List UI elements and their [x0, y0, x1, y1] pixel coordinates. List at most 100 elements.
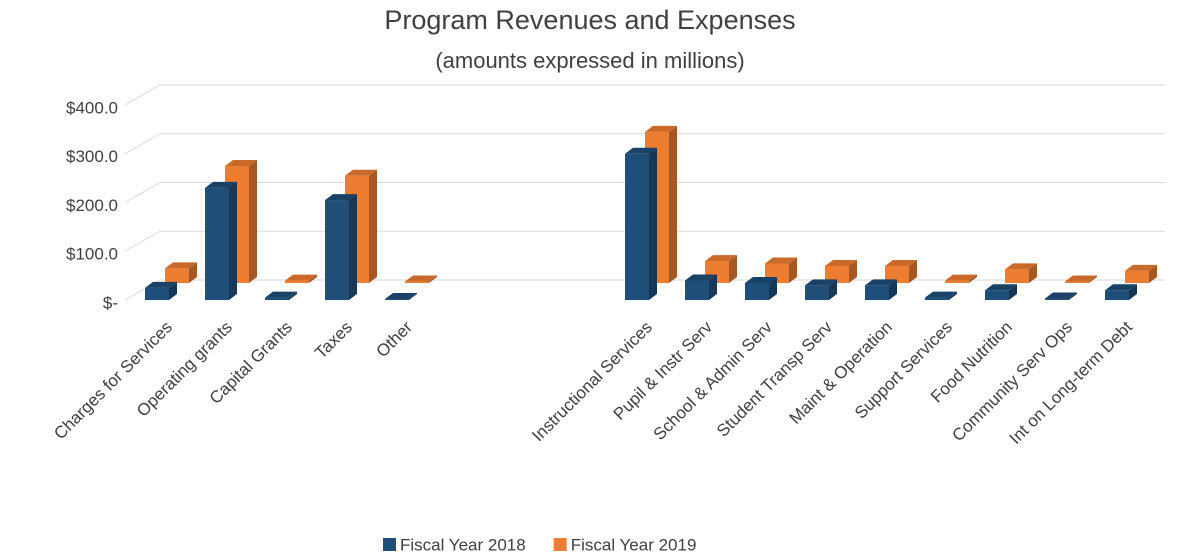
bar — [865, 285, 889, 300]
legend-swatch — [553, 538, 567, 551]
bar — [945, 280, 969, 283]
bar-3d — [945, 274, 977, 283]
bar — [145, 287, 169, 300]
bar-side — [889, 279, 897, 300]
bar-side — [409, 293, 417, 300]
bar — [925, 297, 949, 300]
bar-side — [709, 274, 717, 300]
x-tick-label: Int on Long-term Debt — [1006, 317, 1137, 448]
bar-3d — [265, 291, 297, 300]
bar-side — [909, 259, 917, 283]
bar-top — [685, 274, 717, 281]
bar-side — [1129, 284, 1137, 300]
bar — [285, 280, 309, 283]
bar-3d — [625, 147, 657, 300]
bar-top — [145, 281, 177, 288]
legend-label: Fiscal Year 2018 — [400, 535, 526, 554]
bar — [805, 285, 829, 300]
bar-3d — [285, 274, 317, 283]
bar-3d — [865, 279, 897, 300]
x-tick-label: Taxes — [311, 318, 356, 363]
bar — [205, 187, 229, 300]
bar-3d — [985, 284, 1017, 300]
bar-top — [805, 279, 837, 286]
bar-top — [225, 160, 257, 166]
bar-top — [865, 279, 897, 286]
bar — [825, 265, 849, 283]
x-tick-label: Community Serv Ops — [948, 318, 1076, 446]
bar-side — [189, 262, 197, 283]
bar-top — [945, 274, 977, 281]
bar — [745, 282, 769, 300]
bar-side — [949, 291, 957, 300]
bar-side — [969, 274, 977, 283]
chart-subtitle: (amounts expressed in millions) — [435, 48, 744, 73]
x-tick-label: Student Transp Serv — [713, 317, 836, 440]
bar — [985, 290, 1009, 300]
y-tick-label: $200.0 — [66, 196, 118, 215]
bar-side — [669, 125, 677, 283]
bar — [385, 299, 409, 300]
bar-top — [885, 259, 917, 266]
bar-top — [205, 181, 237, 188]
x-tick-label: School & Admin Serv — [650, 317, 777, 444]
bar-top — [825, 259, 857, 266]
bar-top — [705, 255, 737, 262]
bar-top — [985, 284, 1017, 291]
bar-side — [829, 279, 837, 300]
bar-side — [249, 160, 257, 283]
bar-3d — [925, 291, 957, 300]
bar-top — [765, 257, 797, 264]
bar-top — [1125, 264, 1157, 271]
bar-top — [1105, 284, 1137, 291]
grid-line — [124, 182, 1165, 203]
grid-line — [124, 84, 1165, 106]
bar-side — [169, 281, 177, 300]
bar-top — [285, 274, 317, 281]
bar-top — [345, 169, 377, 176]
bar-side — [429, 275, 437, 283]
x-tick-label: Charges for Services — [50, 318, 176, 444]
bar — [685, 280, 709, 300]
bar-3d — [405, 275, 437, 283]
grid-line — [124, 133, 1165, 155]
bar-side — [309, 274, 317, 283]
bar — [885, 265, 909, 283]
bar-side — [1029, 263, 1037, 283]
bar-top — [405, 275, 437, 282]
bar-top — [265, 291, 297, 298]
bar-3d — [1105, 284, 1137, 300]
bar-top — [165, 262, 197, 269]
x-tick-label: Instructional Services — [528, 318, 656, 446]
bar — [265, 297, 289, 300]
bar-top — [745, 276, 777, 283]
bar-top — [625, 147, 657, 154]
bar-3d — [145, 281, 177, 300]
y-tick-label: $100.0 — [66, 245, 118, 264]
bar-side — [769, 276, 777, 300]
bar-3d — [745, 276, 777, 300]
bar-side — [849, 259, 857, 283]
chart-title: Program Revenues and Expenses — [384, 5, 795, 35]
bar — [625, 153, 649, 300]
bar — [1065, 281, 1089, 283]
bar-3d — [205, 181, 237, 300]
bar — [165, 268, 189, 283]
bar-side — [289, 291, 297, 300]
bar-top — [385, 293, 417, 300]
y-tick-label: $400.0 — [66, 98, 118, 117]
x-tick-label: Other — [372, 317, 416, 361]
bar-side — [349, 194, 357, 300]
bar-top — [1065, 275, 1097, 282]
bar-3d — [1125, 264, 1157, 283]
legend-swatch — [383, 538, 396, 551]
bar — [405, 281, 429, 283]
bar-side — [789, 257, 797, 283]
bar-3d — [385, 293, 417, 300]
bar — [1045, 298, 1069, 300]
bar-3d — [825, 259, 857, 283]
bar — [1005, 269, 1029, 283]
bar-top — [1045, 292, 1077, 299]
bar-top — [645, 125, 677, 132]
